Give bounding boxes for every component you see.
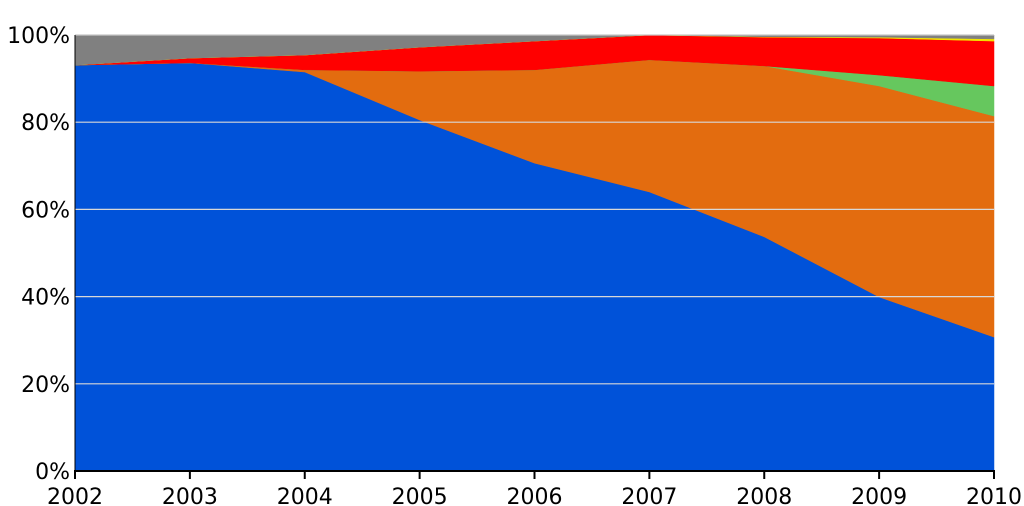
x-tick-label: 2005 [392,485,448,506]
gridlines [75,34,994,385]
x-tick-label: 2010 [966,485,1022,506]
y-tick-label: 100% [7,24,70,49]
y-tick-label: 0% [35,460,70,485]
y-tick-label: 40% [21,286,70,311]
x-tick-label: 2004 [277,485,333,506]
x-tick-label: 2007 [621,485,677,506]
axes: 0% 20% 40% 60% 80% 100% 2002 2003 2004 2005 2006 20… [7,24,1022,506]
x-tick-label: 2006 [507,485,563,506]
x-tick-label: 2009 [851,485,907,506]
x-tick-label: 2002 [47,485,103,506]
areas [74,34,995,472]
y-tick-label: 60% [21,198,70,223]
y-tick-label: 20% [21,373,70,398]
x-tick-label: 2008 [736,485,792,506]
y-tick-label: 80% [21,111,70,136]
x-tick-label: 2003 [162,485,218,506]
